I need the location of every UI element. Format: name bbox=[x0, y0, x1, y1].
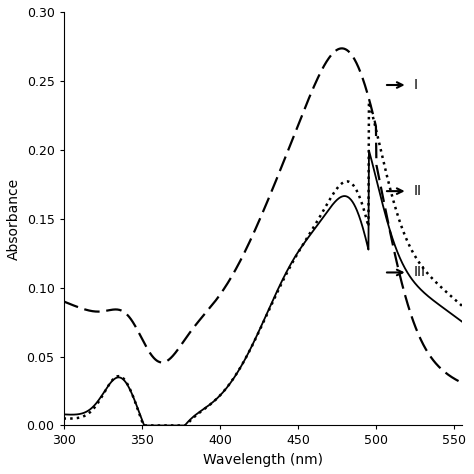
Text: I: I bbox=[414, 78, 418, 92]
Y-axis label: Absorbance: Absorbance bbox=[7, 178, 21, 260]
Text: II: II bbox=[414, 184, 422, 198]
Text: III: III bbox=[414, 265, 426, 280]
X-axis label: Wavelength (nm): Wavelength (nm) bbox=[203, 453, 323, 467]
